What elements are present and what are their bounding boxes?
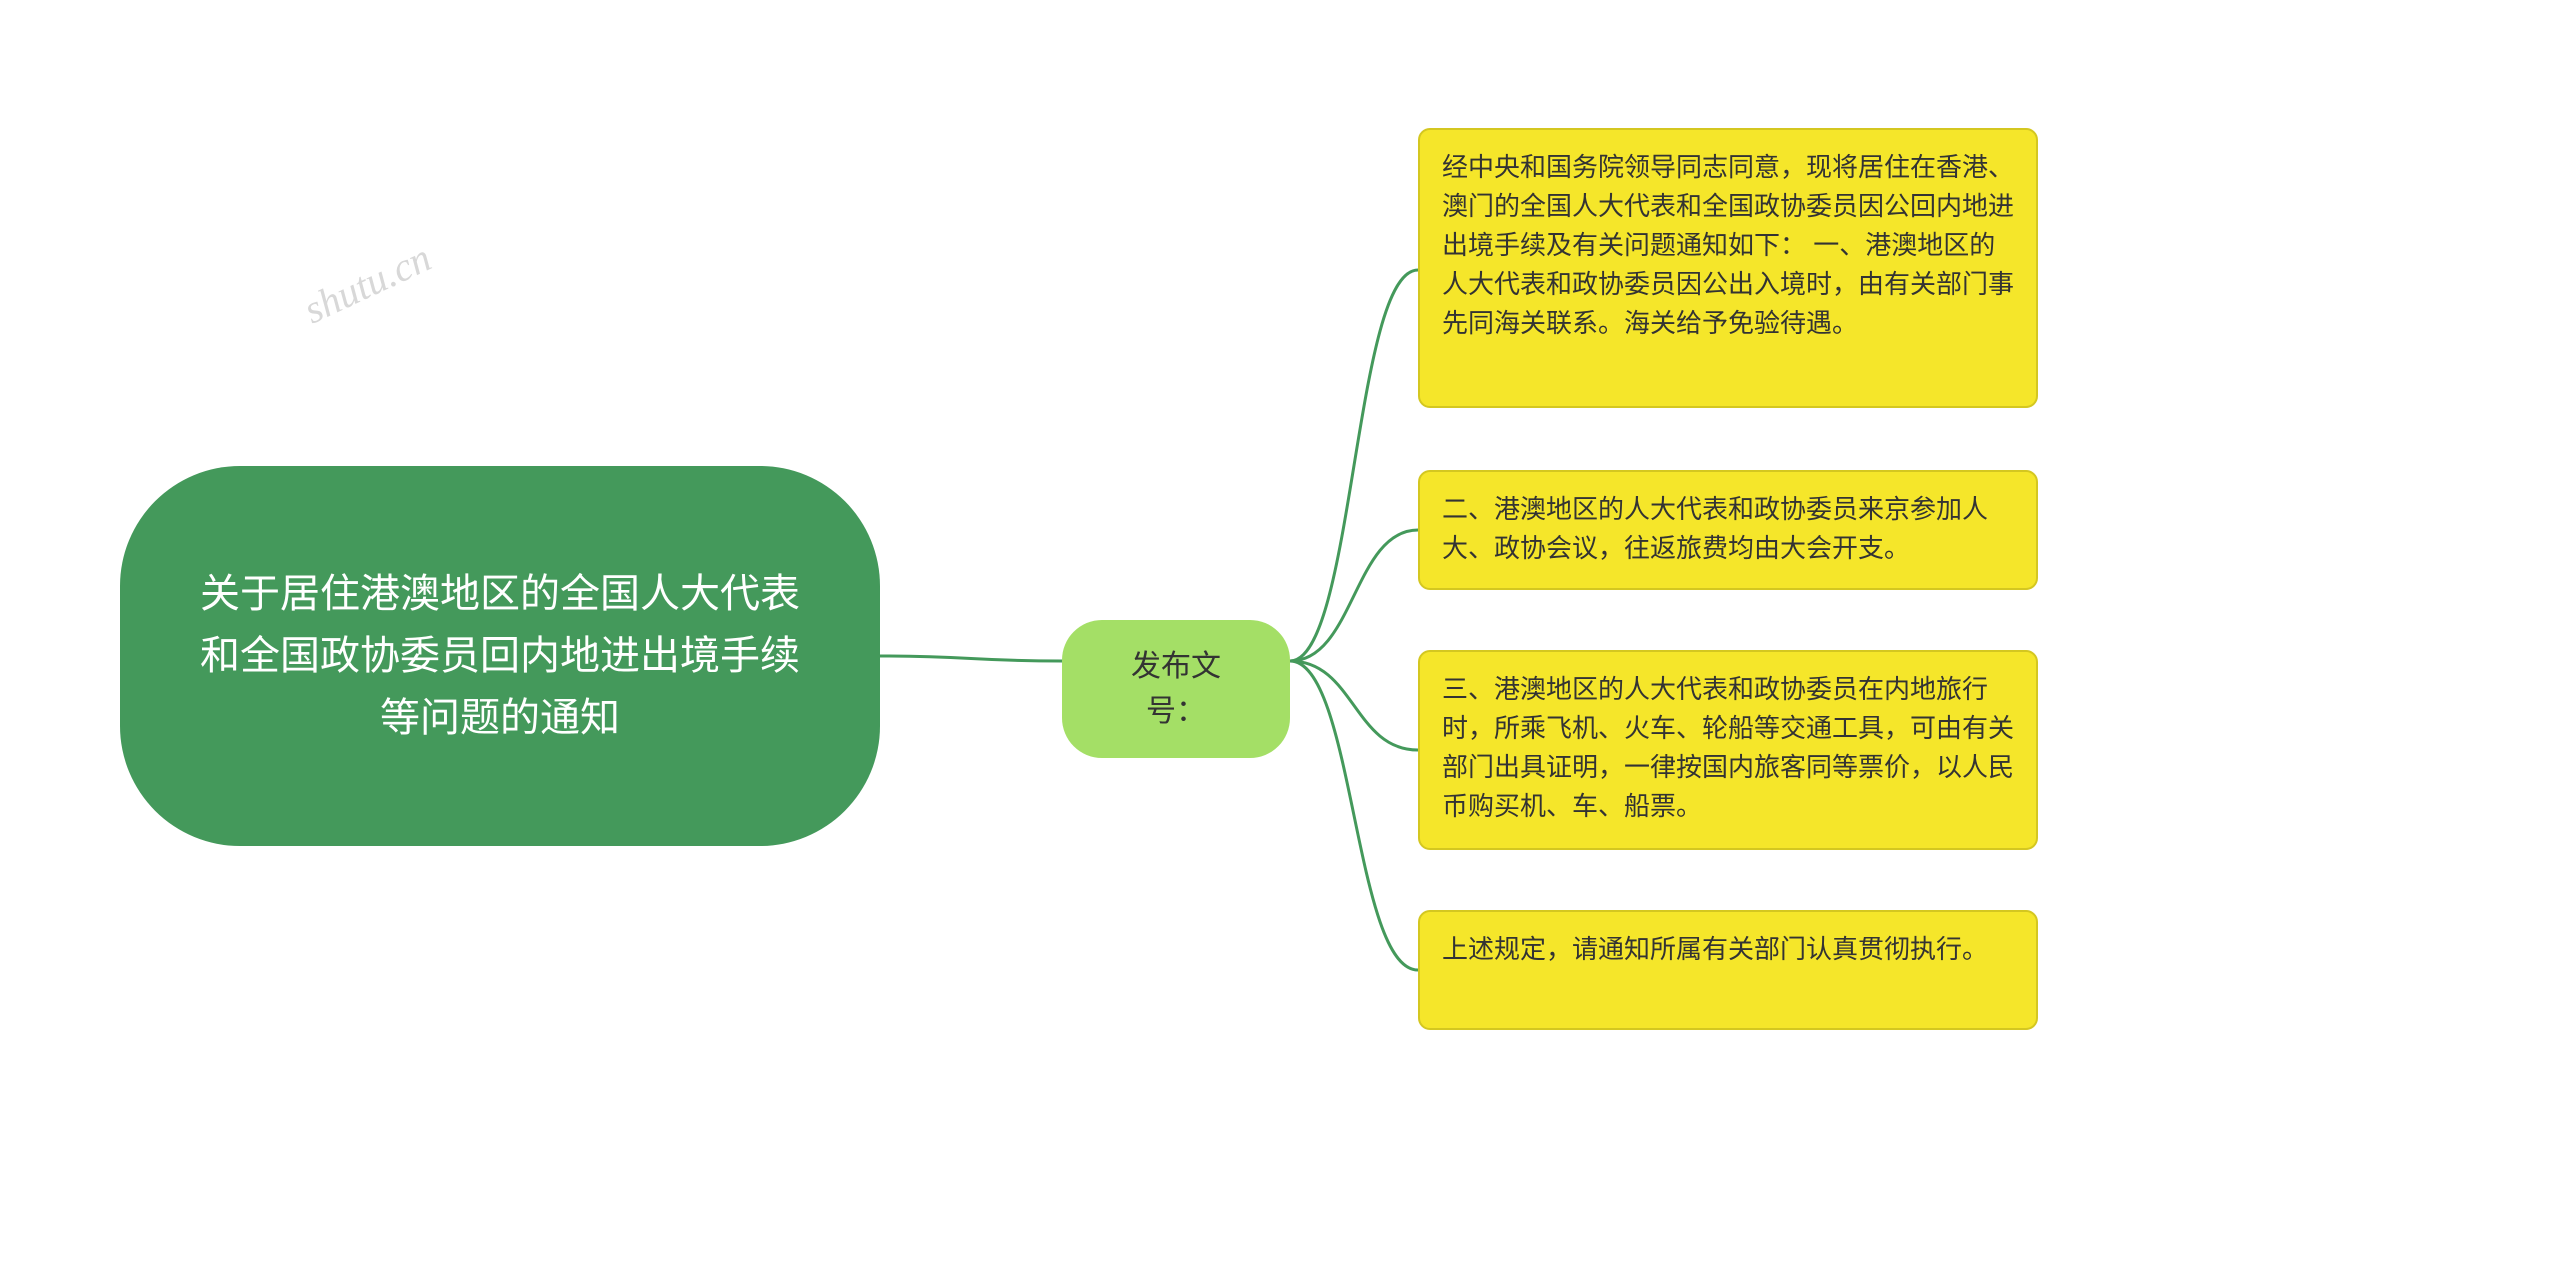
- intermediate-node-text: 发布文号：: [1131, 650, 1221, 728]
- leaf-node-text: 三、港澳地区的人大代表和政协委员在内地旅行时，所乘飞机、火车、轮船等交通工具，可…: [1442, 674, 2014, 821]
- leaf-node-text: 二、港澳地区的人大代表和政协委员来京参加人大、政协会议，往返旅费均由大会开支。: [1442, 494, 1988, 563]
- mindmap-leaf-node: 二、港澳地区的人大代表和政协委员来京参加人大、政协会议，往返旅费均由大会开支。: [1418, 470, 2038, 590]
- mindmap-leaf-node: 三、港澳地区的人大代表和政协委员在内地旅行时，所乘飞机、火车、轮船等交通工具，可…: [1418, 650, 2038, 850]
- mindmap-intermediate-node: 发布文号：: [1062, 620, 1290, 758]
- mindmap-leaf-node: 经中央和国务院领导同志同意，现将居住在香港、澳门的全国人大代表和全国政协委员因公…: [1418, 128, 2038, 408]
- mindmap-leaf-node: 上述规定，请通知所属有关部门认真贯彻执行。: [1418, 910, 2038, 1030]
- watermark-text: shutu.cn: [296, 234, 438, 333]
- root-node-text: 关于居住港澳地区的全国人大代表和全国政协委员回内地进出境手续等问题的通知: [190, 563, 810, 749]
- mindmap-root-node: 关于居住港澳地区的全国人大代表和全国政协委员回内地进出境手续等问题的通知: [120, 466, 880, 846]
- leaf-node-text: 上述规定，请通知所属有关部门认真贯彻执行。: [1442, 934, 1988, 964]
- leaf-node-text: 经中央和国务院领导同志同意，现将居住在香港、澳门的全国人大代表和全国政协委员因公…: [1442, 152, 2014, 338]
